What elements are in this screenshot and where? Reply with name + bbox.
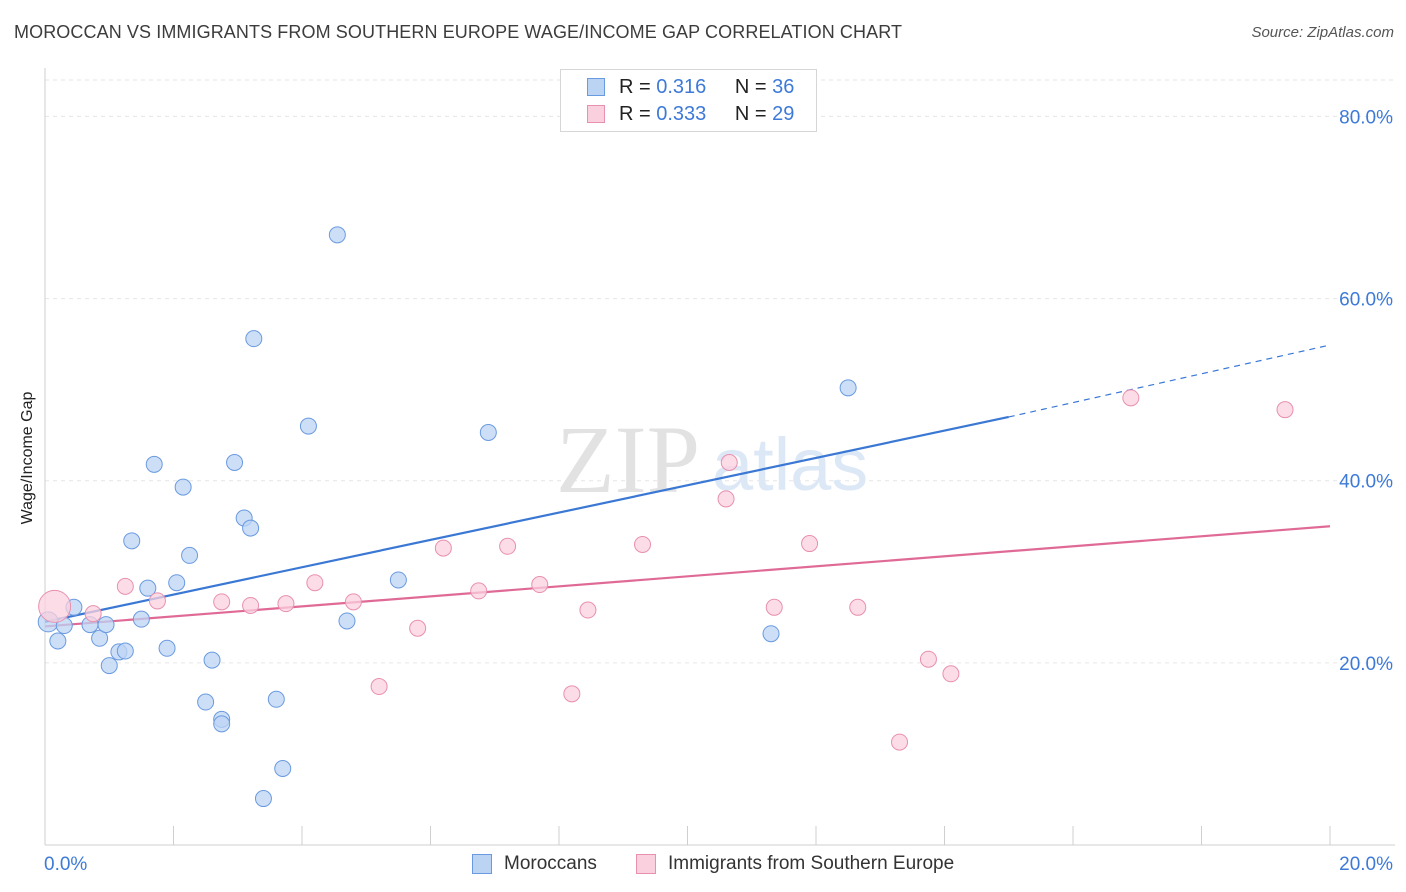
southern-europe-point xyxy=(242,596,260,614)
moroccan-point xyxy=(299,417,317,435)
bottom-legend-moroccans: Moroccans xyxy=(472,852,597,876)
moroccan-point xyxy=(203,651,221,669)
southern-europe-point xyxy=(434,539,452,557)
southern-europe-point xyxy=(38,589,72,623)
legend-row-moroccans: R = 0.316 N = 36 xyxy=(587,75,794,99)
moroccan-point xyxy=(139,579,157,597)
watermark-zip: ZIP xyxy=(556,406,700,513)
trend-line xyxy=(44,415,1009,623)
southern-europe-point xyxy=(409,619,427,637)
y-tick-label: 20.0% xyxy=(1339,654,1393,675)
moroccan-point xyxy=(274,760,292,777)
correlation-legend: R = 0.316 N = 36 R = 0.333 N = 29 xyxy=(560,69,817,132)
southern-europe-point xyxy=(563,685,581,703)
moroccan-point xyxy=(181,546,199,564)
trend-line xyxy=(44,525,1331,628)
moroccan-point xyxy=(254,790,272,808)
legend-r-value: 0.316 xyxy=(656,75,707,98)
legend-n-value: 36 xyxy=(772,75,795,98)
x-tick-label: 0.0% xyxy=(44,854,87,875)
moroccan-point xyxy=(145,455,163,473)
southern-europe-point xyxy=(531,576,549,594)
moroccan-point xyxy=(97,616,115,634)
southern-europe-point xyxy=(849,598,867,616)
moroccan-point xyxy=(226,454,244,471)
y-tick-label: 80.0% xyxy=(1339,107,1393,128)
southern-europe-point xyxy=(579,601,597,619)
moroccan-point xyxy=(839,379,857,397)
source-label: Source: ZipAtlas.com xyxy=(1251,24,1394,41)
y-tick-label: 60.0% xyxy=(1339,290,1393,311)
legend-r-label: R = xyxy=(619,75,651,98)
southern-europe-point xyxy=(470,582,488,600)
moroccan-point xyxy=(197,693,215,711)
moroccan-point xyxy=(328,226,346,244)
southern-europe-point xyxy=(717,490,735,508)
gridlines xyxy=(45,79,1395,664)
southern-europe-point xyxy=(84,605,102,623)
moroccan-point xyxy=(245,330,263,348)
moroccan-point xyxy=(168,574,186,592)
chart-title: MOROCCAN VS IMMIGRANTS FROM SOUTHERN EUR… xyxy=(14,22,903,42)
southern-europe-point xyxy=(116,577,134,595)
legend-r-value: 0.333 xyxy=(656,102,707,125)
bottom-legend-swatch-pink xyxy=(636,854,656,874)
southern-europe-point xyxy=(801,535,819,553)
bottom-legend-southern-europe: Immigrants from Southern Europe xyxy=(636,852,954,876)
bottom-legend-label: Moroccans xyxy=(504,853,597,874)
moroccan-point xyxy=(91,629,109,647)
moroccan-point xyxy=(338,612,356,630)
southern-europe-point xyxy=(720,454,738,471)
legend-swatch-pink xyxy=(587,105,605,123)
southern-europe-point xyxy=(765,598,783,616)
moroccan-point xyxy=(100,657,118,675)
watermark: ZIP atlas xyxy=(556,406,868,513)
moroccan-point xyxy=(389,571,407,589)
data-points xyxy=(37,226,1294,808)
moroccan-point xyxy=(242,519,260,537)
legend-r-label: R = xyxy=(619,102,651,125)
southern-europe-point xyxy=(148,592,166,610)
bottom-legend-label: Immigrants from Southern Europe xyxy=(668,853,955,874)
bottom-legend-swatch-blue xyxy=(472,854,492,874)
legend-n-value: 29 xyxy=(772,102,795,125)
southern-europe-point xyxy=(306,574,324,592)
moroccan-point xyxy=(132,610,150,628)
moroccan-point xyxy=(49,632,67,650)
legend-n-label: N = xyxy=(734,102,767,125)
southern-europe-point xyxy=(213,593,231,611)
southern-europe-point xyxy=(891,733,909,751)
trend-lines xyxy=(44,344,1331,628)
southern-europe-point xyxy=(344,593,362,611)
axes xyxy=(44,68,1395,846)
southern-europe-point xyxy=(919,650,937,668)
legend-n-label: N = xyxy=(734,75,767,98)
legend-swatch-blue xyxy=(587,78,605,96)
southern-europe-point xyxy=(277,595,295,613)
southern-europe-point xyxy=(499,537,517,555)
x-tick-label: 20.0% xyxy=(1339,854,1393,875)
southern-europe-point xyxy=(1276,401,1294,419)
southern-europe-point xyxy=(634,535,652,553)
legend-row-southern-europe: R = 0.333 N = 29 xyxy=(587,102,794,126)
moroccan-point xyxy=(116,642,134,660)
southern-europe-point xyxy=(942,665,960,683)
moroccan-point xyxy=(213,715,231,733)
tick-labels: 20.0% 40.0% 60.0% 80.0% 0.0% 20.0% xyxy=(44,107,1393,875)
southern-europe-point xyxy=(1122,389,1140,407)
southern-europe-point xyxy=(370,678,388,696)
moroccan-point xyxy=(479,423,497,441)
moroccan-point xyxy=(762,625,780,643)
moroccan-point xyxy=(267,690,285,708)
moroccan-point xyxy=(123,532,141,550)
moroccan-point xyxy=(174,478,192,496)
moroccan-point xyxy=(158,639,176,657)
y-tick-label: 40.0% xyxy=(1339,472,1393,493)
